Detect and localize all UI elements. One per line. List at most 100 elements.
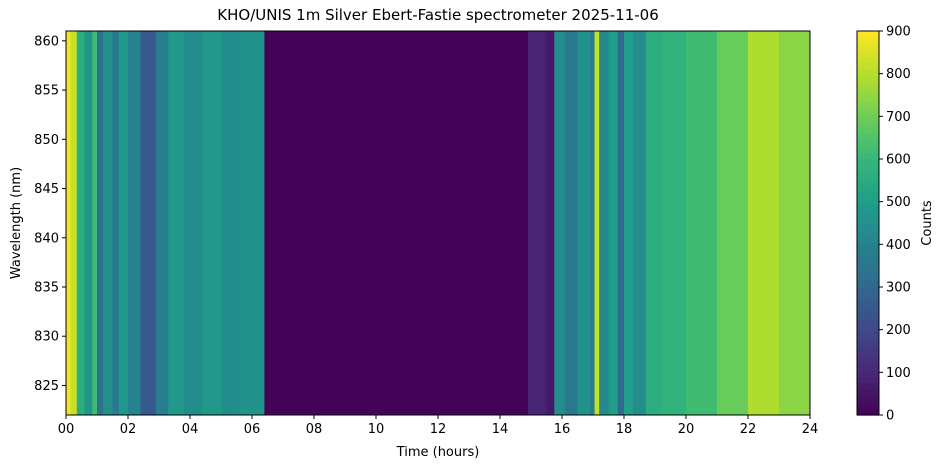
colorbar-segment [857, 299, 879, 307]
colorbar-segment [857, 114, 879, 122]
x-tick-label: 04 [182, 422, 199, 437]
colorbar-segment [857, 216, 879, 224]
colorbar-label: Counts [920, 200, 935, 246]
colorbar-segment [857, 69, 879, 77]
heatmap-cell [103, 31, 113, 415]
colorbar-segment [857, 280, 879, 288]
colorbar-segment [857, 139, 879, 147]
y-axis: 825 830 835 840 845 850 855 860 [34, 34, 66, 394]
x-tick-label: 20 [678, 422, 695, 437]
x-tick-label: 00 [58, 422, 75, 437]
colorbar-segment [857, 402, 879, 410]
colorbar-segment [857, 95, 879, 102]
colorbar-tick-label: 400 [886, 238, 911, 253]
heatmap-cell [202, 31, 222, 415]
colorbar-segment [857, 370, 879, 378]
heatmap-cell [717, 31, 749, 415]
colorbar-tick-label: 500 [886, 195, 911, 210]
colorbar-segment [857, 351, 879, 358]
x-axis-label: Time (hours) [396, 445, 480, 460]
colorbar-segment [857, 82, 879, 90]
colorbar-segment [857, 293, 879, 301]
colorbar-segment [857, 287, 879, 294]
colorbar-segment [857, 43, 879, 51]
colorbar-tick-label: 600 [886, 153, 911, 168]
colorbar-segment [857, 101, 879, 109]
colorbar-segment [857, 363, 879, 371]
colorbar-segment [857, 159, 879, 166]
colorbar-segment [857, 37, 879, 45]
colorbar-segment [857, 223, 879, 230]
heatmap-cell [633, 31, 647, 415]
y-tick-label: 840 [34, 231, 59, 246]
colorbar-segment [857, 146, 879, 154]
colorbar-segment [857, 242, 879, 250]
colorbar-segment [857, 50, 879, 58]
heatmap-cell [577, 31, 591, 415]
heatmap-cell [589, 31, 595, 415]
heatmap-cell [617, 31, 625, 415]
heatmap-cell [70, 31, 78, 415]
x-tick-label: 24 [802, 422, 819, 437]
heatmap-cell [554, 31, 566, 415]
heatmap-cell [183, 31, 203, 415]
colorbar-tick-label: 200 [886, 323, 911, 338]
x-tick-label: 12 [430, 422, 447, 437]
colorbar-segment [857, 325, 879, 333]
colorbar-tick-label: 700 [886, 110, 911, 125]
colorbar-segment [857, 357, 879, 365]
colorbar-segment [857, 191, 879, 198]
heatmap-cell [594, 31, 600, 415]
heatmap-cell [97, 31, 104, 415]
heatmap-cell [599, 31, 609, 415]
colorbar-segment [857, 63, 879, 70]
colorbar-segment [857, 267, 879, 275]
colorbar-segment [857, 127, 879, 134]
heatmap-cell [92, 31, 98, 415]
heatmap-cell [527, 31, 547, 415]
colorbar-segment [857, 344, 879, 352]
heatmap-cell [546, 31, 555, 415]
colorbar-segment [857, 88, 879, 96]
colorbar-segment [857, 31, 879, 38]
heatmap-cell [608, 31, 619, 415]
heatmap-cell [128, 31, 141, 415]
x-tick-label: 14 [492, 422, 509, 437]
colorbar-segment [857, 331, 879, 339]
colorbar-segment [857, 376, 879, 384]
heatmap-cell [748, 31, 780, 415]
colorbar-tick-label: 300 [886, 281, 911, 296]
colorbar-segment [857, 383, 879, 390]
colorbar-segment [857, 178, 879, 186]
chart-title: KHO/UNIS 1m Silver Ebert-Fastie spectrom… [217, 6, 658, 24]
colorbar-segment [857, 261, 879, 269]
colorbar-segment [857, 306, 879, 314]
colorbar-segment [857, 120, 879, 128]
y-tick-label: 855 [34, 84, 59, 99]
heatmap-cell [645, 31, 662, 415]
x-tick-label: 02 [120, 422, 137, 437]
colorbar-tick-label: 800 [886, 67, 911, 82]
colorbar-segment [857, 274, 879, 282]
colorbar-segment [857, 408, 879, 416]
colorbar-segment [857, 389, 879, 397]
heatmap-cell [155, 31, 169, 415]
heatmap-cell [168, 31, 185, 415]
y-tick-label: 835 [34, 281, 59, 296]
colorbar-segment [857, 235, 879, 243]
heatmap-cell [239, 31, 265, 415]
colorbar-segment [857, 56, 879, 64]
colorbar-segment [857, 338, 879, 346]
colorbar-segment [857, 395, 879, 403]
heatmap-cell [118, 31, 129, 415]
colorbar-segment [857, 248, 879, 256]
heatmap-cell [686, 31, 718, 415]
colorbar-segment [857, 184, 879, 192]
colorbar-segment [857, 152, 879, 160]
colorbar-segment [857, 255, 879, 262]
colorbar-segment [857, 171, 879, 179]
y-tick-label: 825 [34, 379, 59, 394]
heatmap-cell [66, 31, 72, 415]
x-tick-label: 18 [616, 422, 633, 437]
x-tick-label: 16 [554, 422, 571, 437]
